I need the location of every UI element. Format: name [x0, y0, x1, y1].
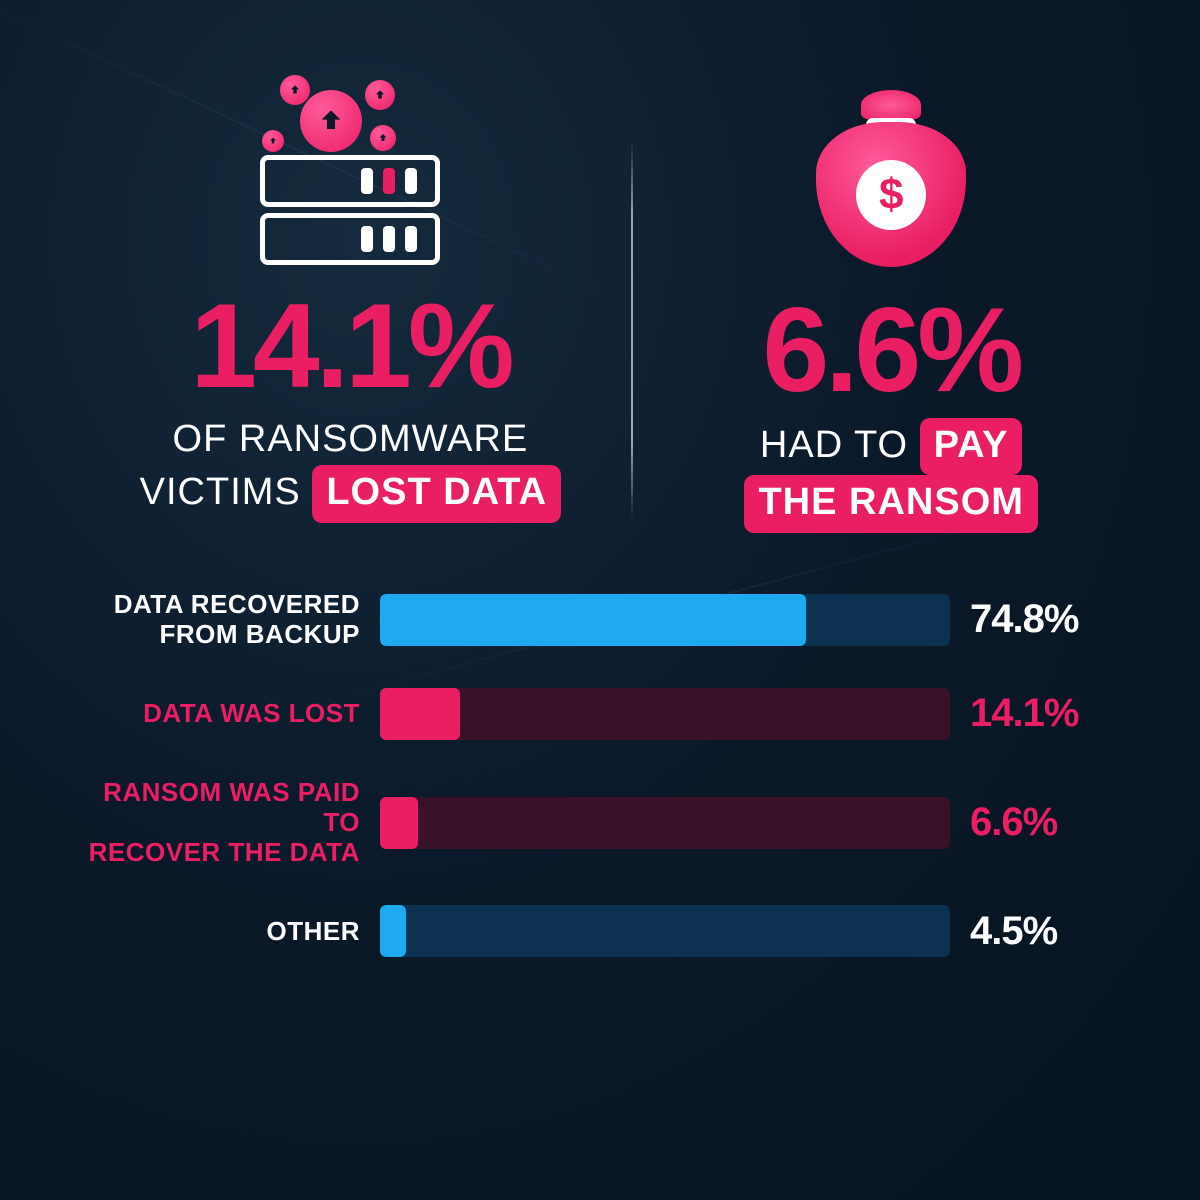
server-upload-icon [250, 70, 450, 271]
bar-fill [380, 905, 406, 957]
bar-value: 74.8% [970, 597, 1120, 642]
lost-data-percent: 14.1% [80, 286, 621, 406]
bar-value: 14.1% [970, 691, 1120, 736]
bar-track [380, 797, 950, 849]
headline-stats: 14.1% OF RANSOMWARE VICTIMS LOST DATA $ … [80, 60, 1120, 540]
highlight: LOST DATA [312, 465, 561, 522]
highlight: PAY [920, 418, 1023, 475]
text: OF RANSOMWARE [173, 418, 529, 460]
pay-ransom-desc: HAD TO PAY THE RANSOM [662, 418, 1120, 533]
stat-pay-ransom: $ 6.6% HAD TO PAY THE RANSOM [662, 60, 1120, 533]
bar-label: RANSOM WAS PAID TORECOVER THE DATA [80, 778, 360, 868]
bar-row: DATA WAS LOST 14.1% [80, 688, 1120, 740]
bar-row: RANSOM WAS PAID TORECOVER THE DATA 6.6% [80, 778, 1120, 868]
vertical-divider [631, 140, 633, 520]
bar-track [380, 688, 950, 740]
highlight: THE RANSOM [744, 475, 1037, 532]
bar-row: DATA RECOVEREDFROM BACKUP 74.8% [80, 590, 1120, 650]
money-bag-icon: $ [816, 90, 966, 270]
bar-row: OTHER 4.5% [80, 905, 1120, 957]
text: VICTIMS [140, 471, 301, 513]
bar-track [380, 594, 950, 646]
lost-data-desc: OF RANSOMWARE VICTIMS LOST DATA [80, 414, 621, 523]
text: HAD TO [760, 424, 908, 466]
bar-fill [380, 797, 418, 849]
bar-label: DATA RECOVEREDFROM BACKUP [80, 590, 360, 650]
bar-value: 6.6% [970, 800, 1120, 845]
outcome-bar-chart: DATA RECOVEREDFROM BACKUP 74.8% DATA WAS L… [80, 590, 1120, 957]
bar-value: 4.5% [970, 909, 1120, 954]
bar-fill [380, 594, 806, 646]
stat-lost-data: 14.1% OF RANSOMWARE VICTIMS LOST DATA [80, 60, 621, 523]
bar-label: OTHER [80, 917, 360, 947]
bar-fill [380, 688, 460, 740]
pay-ransom-percent: 6.6% [662, 290, 1120, 410]
bar-label: DATA WAS LOST [80, 699, 360, 729]
bar-track [380, 905, 950, 957]
